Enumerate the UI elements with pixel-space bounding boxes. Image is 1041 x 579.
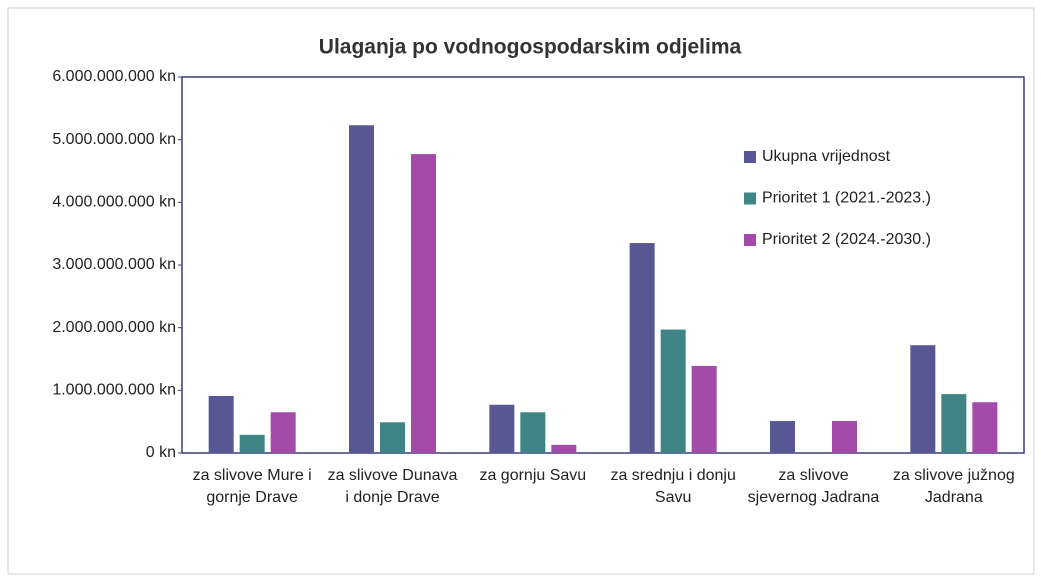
y-tick-label: 5.000.000.000 kn <box>52 131 176 148</box>
y-tick-label: 1.000.000.000 kn <box>52 382 176 399</box>
x-tick-label: za gornju Savu <box>479 467 587 484</box>
legend-label: Prioritet 2 (2024.-2030.) <box>762 231 931 248</box>
legend-swatch <box>744 151 756 163</box>
bar <box>208 395 234 453</box>
bar <box>239 434 265 453</box>
bar <box>910 345 936 453</box>
x-tick-label: za srednju i donju Savu <box>610 467 736 506</box>
bar <box>489 404 515 453</box>
bar <box>411 154 436 453</box>
y-tick-label: 6.000.000.000 kn <box>52 68 176 85</box>
x-tick-label: za slivove južnog Jadrana <box>892 467 1015 506</box>
y-tick-label: 4.000.000.000 kn <box>52 194 176 211</box>
x-tick-label: za slivove Mure i gornje Drave <box>192 467 312 506</box>
chart-border <box>7 7 1035 575</box>
legend-swatch <box>744 192 756 205</box>
x-tick-label: za slivove sjevernog Jadrana <box>747 467 880 506</box>
bar <box>629 243 655 453</box>
legend-swatch <box>744 234 756 246</box>
legend-label: Ukupna vrijednost <box>762 148 891 165</box>
bar <box>270 412 296 453</box>
bar <box>941 394 967 453</box>
legend-label: Prioritet 1 (2021.-2023.) <box>762 190 931 207</box>
bar <box>691 365 717 453</box>
chart-title: Ulaganja po vodnogospodarskim odjelima <box>319 36 742 59</box>
bar <box>520 412 546 453</box>
bar <box>770 421 795 453</box>
bar <box>972 402 998 453</box>
y-tick-label: 3.000.000.000 kn <box>52 256 176 273</box>
bar <box>380 422 405 453</box>
y-tick-label: 2.000.000.000 kn <box>52 319 176 336</box>
bar <box>832 421 857 453</box>
bar <box>551 444 577 453</box>
bar <box>349 125 374 454</box>
x-tick-label: za slivove Dunava i donje Drave <box>327 467 458 506</box>
y-tick-label: 0 kn <box>146 444 176 461</box>
bar <box>660 329 686 453</box>
